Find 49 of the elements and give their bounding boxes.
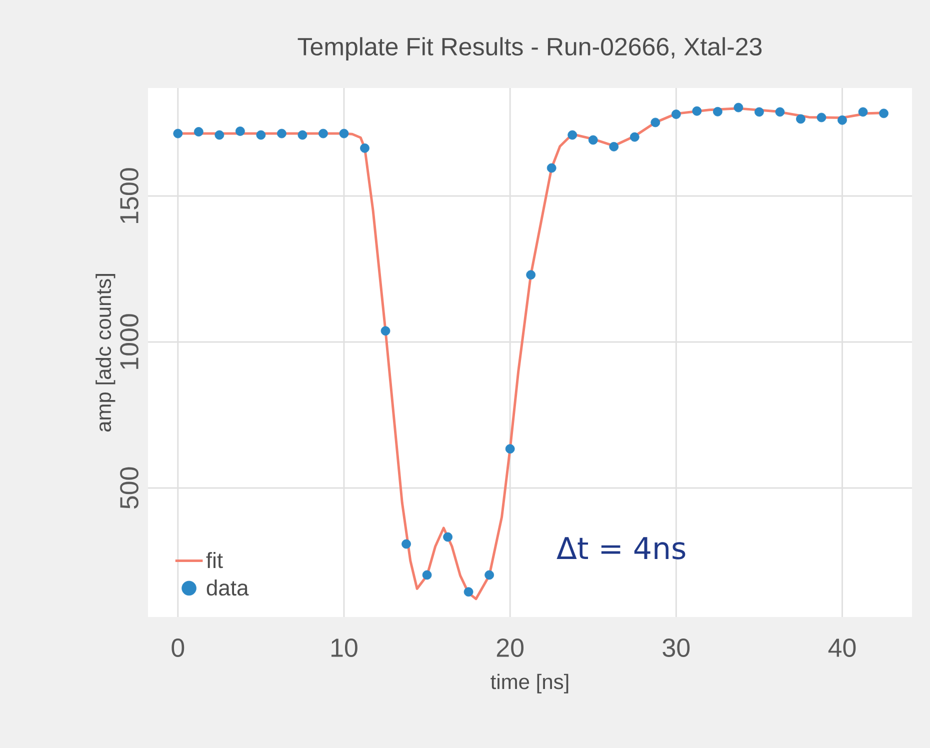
point xyxy=(630,132,640,142)
point xyxy=(754,107,764,117)
chart-title: Template Fit Results - Run-02666, Xtal-23 xyxy=(298,37,762,60)
point xyxy=(464,587,474,597)
point xyxy=(256,130,266,140)
point xyxy=(692,106,702,116)
point xyxy=(526,270,536,280)
point xyxy=(775,107,785,117)
point xyxy=(484,570,494,580)
x-tick-label: 10 xyxy=(332,638,358,657)
point xyxy=(339,128,349,138)
point xyxy=(568,130,578,140)
point xyxy=(360,143,370,153)
y-tick-label: 500 xyxy=(120,467,138,509)
point xyxy=(858,107,868,117)
legend-label: fit xyxy=(206,552,223,568)
x-tick-label: 40 xyxy=(828,638,856,657)
point xyxy=(277,128,286,138)
legend-label: data xyxy=(206,579,249,596)
point xyxy=(298,130,308,140)
x-tick-label: 20 xyxy=(496,638,524,657)
point xyxy=(546,163,556,173)
point xyxy=(505,444,515,454)
y-tick-label: 1000 xyxy=(120,314,138,369)
point xyxy=(194,127,204,136)
point xyxy=(443,532,452,542)
y-tick-label: 1500 xyxy=(120,168,138,223)
point xyxy=(588,135,598,145)
point xyxy=(422,570,432,580)
point xyxy=(214,130,224,140)
point xyxy=(712,106,722,116)
x-axis-title: time [ns] xyxy=(490,674,568,694)
point xyxy=(402,539,411,549)
point xyxy=(380,326,390,336)
point xyxy=(609,142,619,152)
point xyxy=(650,118,660,128)
x-tick-label: 0 xyxy=(172,638,184,657)
y-axis-title: amp [adc counts] xyxy=(96,274,116,432)
point xyxy=(838,115,847,125)
point xyxy=(671,110,681,119)
point xyxy=(173,128,183,138)
point xyxy=(734,102,744,112)
point xyxy=(796,114,806,124)
point xyxy=(816,112,826,122)
point xyxy=(235,126,245,136)
point xyxy=(318,128,328,138)
annotation: Δt = 4ns xyxy=(556,537,686,560)
x-tick-label: 30 xyxy=(662,638,690,657)
point xyxy=(879,108,888,118)
